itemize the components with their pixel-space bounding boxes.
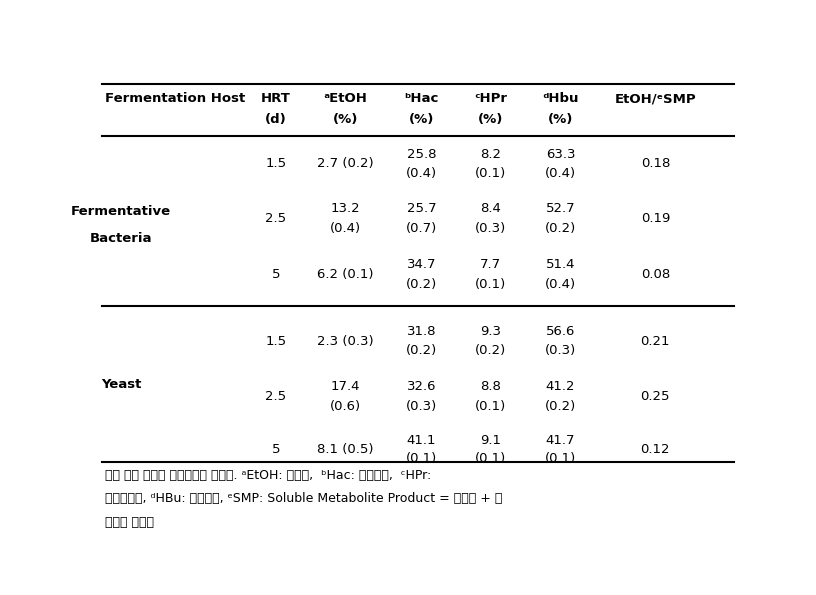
Text: Yeast: Yeast — [101, 378, 141, 390]
Text: (%): (%) — [409, 113, 434, 126]
Text: (0.1): (0.1) — [475, 278, 507, 291]
Text: 2.7 (0.2): 2.7 (0.2) — [317, 158, 374, 170]
Text: 8.8: 8.8 — [481, 380, 501, 393]
Text: (0.3): (0.3) — [475, 221, 507, 234]
Text: 2.3 (0.3): 2.3 (0.3) — [317, 335, 374, 347]
Text: 25.7: 25.7 — [406, 202, 437, 215]
Text: (0.2): (0.2) — [406, 345, 437, 358]
Text: 5: 5 — [272, 443, 280, 456]
Text: 휘발성 지방산: 휘발성 지방산 — [105, 516, 154, 530]
Text: 34.7: 34.7 — [406, 258, 436, 271]
Text: (0.2): (0.2) — [545, 221, 576, 234]
Text: 0.19: 0.19 — [641, 212, 670, 225]
Text: (%): (%) — [548, 113, 573, 126]
Text: (%): (%) — [478, 113, 503, 126]
Text: (0.4): (0.4) — [406, 167, 437, 180]
Text: (0.1): (0.1) — [475, 167, 507, 180]
Text: ᵇHac: ᵇHac — [404, 92, 438, 105]
Text: (0.2): (0.2) — [475, 345, 507, 358]
Text: 8.2: 8.2 — [481, 148, 501, 161]
Text: 7.7: 7.7 — [481, 258, 502, 271]
Text: (0.1): (0.1) — [475, 400, 507, 414]
Text: (0.3): (0.3) — [406, 400, 437, 414]
Text: (0.4): (0.4) — [330, 221, 361, 234]
Text: 0.25: 0.25 — [641, 390, 670, 403]
Text: Fermentation Host: Fermentation Host — [105, 92, 246, 105]
Text: (0.2): (0.2) — [545, 400, 576, 414]
Text: 2.5: 2.5 — [265, 212, 286, 225]
Text: (0.2): (0.2) — [406, 278, 437, 291]
Text: 2.5: 2.5 — [265, 390, 286, 403]
Text: ᵃEtOH: ᵃEtOH — [323, 92, 367, 105]
Text: 0.18: 0.18 — [641, 158, 670, 170]
Text: (0.3): (0.3) — [545, 345, 576, 358]
Text: 9.3: 9.3 — [481, 325, 501, 338]
Text: Bacteria: Bacteria — [90, 233, 153, 245]
Text: 프로피온산, ᵈHBu: 부티르산, ᵉSMP: Soluble Metabolite Product = 에타노 + 충: 프로피온산, ᵈHBu: 부티르산, ᵉSMP: Soluble Metabol… — [105, 493, 503, 505]
Text: 6.2 (0.1): 6.2 (0.1) — [317, 268, 374, 281]
Text: (0.1): (0.1) — [545, 452, 576, 465]
Text: 51.4: 51.4 — [546, 258, 575, 271]
Text: (d): (d) — [265, 113, 286, 126]
Text: 52.7: 52.7 — [546, 202, 575, 215]
Text: 8.4: 8.4 — [481, 202, 501, 215]
Text: 41.2: 41.2 — [546, 380, 575, 393]
Text: 13.2: 13.2 — [330, 202, 361, 215]
Text: Fermentative: Fermentative — [71, 205, 171, 218]
Text: 63.3: 63.3 — [546, 148, 575, 161]
Text: ᵈHbu: ᵈHbu — [543, 92, 579, 105]
Text: (%): (%) — [333, 113, 358, 126]
Text: 32.6: 32.6 — [406, 380, 436, 393]
Text: 9.1: 9.1 — [481, 434, 501, 447]
Text: (0.1): (0.1) — [406, 452, 437, 465]
Text: 0.12: 0.12 — [641, 443, 670, 456]
Text: 41.1: 41.1 — [406, 434, 436, 447]
Text: EtOH/ᵉSMP: EtOH/ᵉSMP — [614, 92, 696, 105]
Text: 1.5: 1.5 — [265, 335, 286, 347]
Text: 31.8: 31.8 — [406, 325, 436, 338]
Text: (0.4): (0.4) — [545, 278, 576, 291]
Text: 5: 5 — [272, 268, 280, 281]
Text: 1.5: 1.5 — [265, 158, 286, 170]
Text: 17.4: 17.4 — [330, 380, 360, 393]
Text: (0.4): (0.4) — [545, 167, 576, 180]
Text: HRT: HRT — [261, 92, 290, 105]
Text: 56.6: 56.6 — [546, 325, 575, 338]
Text: ᶜHPr: ᶜHPr — [474, 92, 508, 105]
Text: 0.08: 0.08 — [641, 268, 670, 281]
Text: 0.21: 0.21 — [641, 335, 670, 347]
Text: (0.7): (0.7) — [406, 221, 437, 234]
Text: 25.8: 25.8 — [406, 148, 436, 161]
Text: 8.1 (0.5): 8.1 (0.5) — [317, 443, 374, 456]
Text: (0.1): (0.1) — [475, 452, 507, 465]
Text: (0.6): (0.6) — [330, 400, 361, 414]
Text: 괄호 내의 숫자는 표준편차를 나타냄. ᵃEtOH: 에타노,  ᵇHac: 아세트산,  ᶜHPr:: 괄호 내의 숫자는 표준편차를 나타냄. ᵃEtOH: 에타노, ᵇHac: 아… — [105, 469, 432, 481]
Text: 41.7: 41.7 — [546, 434, 575, 447]
